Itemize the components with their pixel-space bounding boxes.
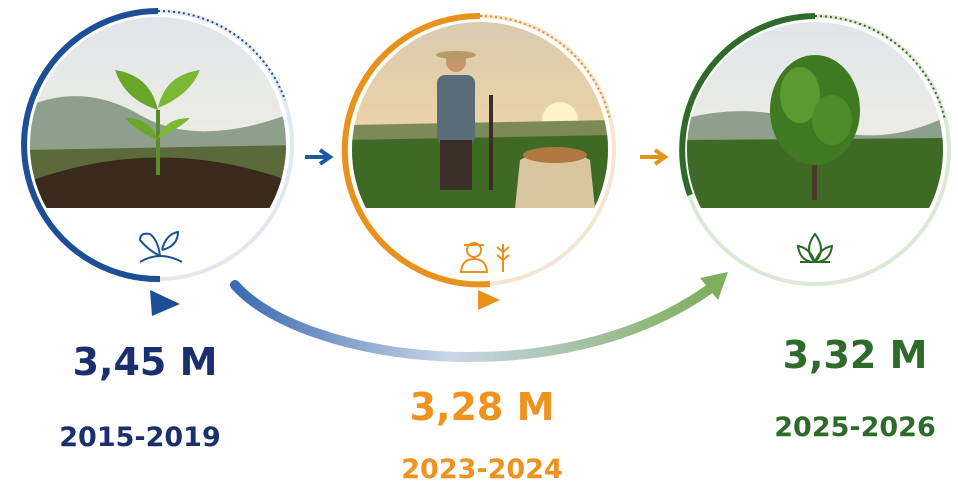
- stage-circle: [21, 8, 294, 316]
- arrow-head: [700, 272, 728, 300]
- arrow: [305, 148, 334, 166]
- stage-period: 2023-2024: [401, 454, 563, 485]
- stage-period: 2015-2019: [59, 422, 221, 453]
- arrow: [640, 148, 669, 166]
- stage-value: 3,28 M: [410, 385, 555, 429]
- stage-circle: [341, 12, 616, 310]
- stage-value: 3,45 M: [73, 340, 218, 384]
- stage-circle: [679, 13, 951, 286]
- stage-value: 3,32 M: [783, 333, 928, 377]
- stage-period: 2025-2026: [774, 412, 936, 443]
- connector-swoosh: [230, 280, 720, 362]
